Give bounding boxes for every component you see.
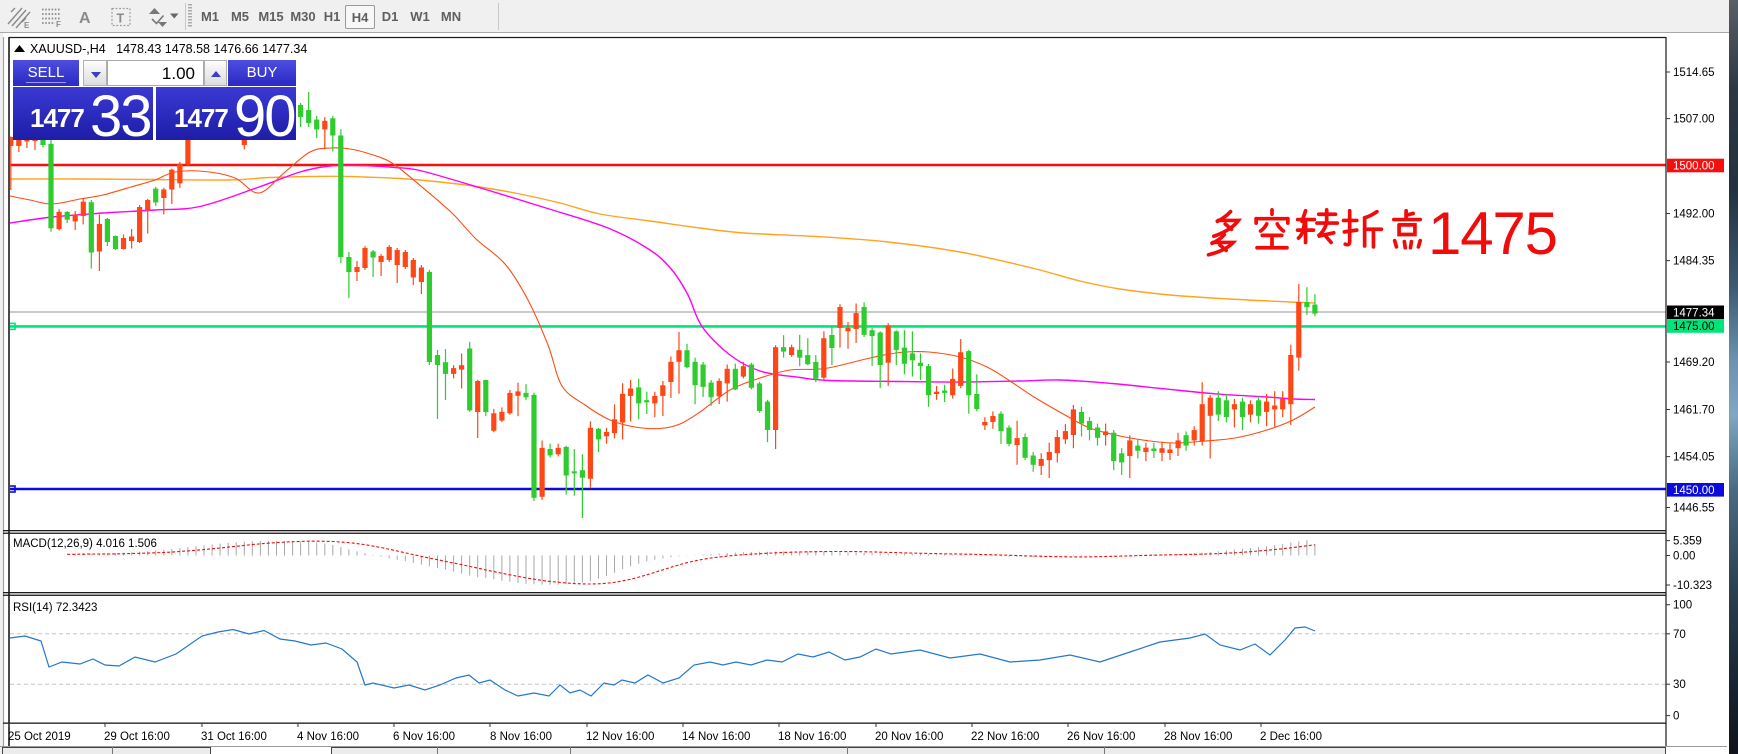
svg-text:1514.65: 1514.65 <box>1673 67 1715 79</box>
svg-text:1475: 1475 <box>1428 200 1558 267</box>
svg-text:14 Nov 16:00: 14 Nov 16:00 <box>682 731 750 743</box>
svg-text:1507.00: 1507.00 <box>1673 114 1715 126</box>
svg-text:100: 100 <box>1673 600 1692 612</box>
svg-text:1469.20: 1469.20 <box>1673 357 1715 369</box>
svg-text:28 Nov 16:00: 28 Nov 16:00 <box>1164 731 1232 743</box>
svg-text:0: 0 <box>1673 711 1679 723</box>
svg-text:1477.34: 1477.34 <box>1673 307 1715 319</box>
svg-text:1454.05: 1454.05 <box>1673 452 1715 464</box>
svg-text:RSI(14) 72.3423: RSI(14) 72.3423 <box>13 602 97 614</box>
svg-text:-10.323: -10.323 <box>1673 580 1712 592</box>
svg-text:25 Oct 2019: 25 Oct 2019 <box>8 731 71 743</box>
svg-text:E: E <box>24 21 30 30</box>
svg-text:70: 70 <box>1673 629 1686 641</box>
svg-text:1500.00: 1500.00 <box>1673 161 1715 173</box>
svg-text:F: F <box>56 20 61 29</box>
svg-text:1484.35: 1484.35 <box>1673 256 1715 268</box>
svg-text:12 Nov 16:00: 12 Nov 16:00 <box>586 731 654 743</box>
svg-text:1446.55: 1446.55 <box>1673 503 1715 515</box>
svg-text:T: T <box>117 12 125 26</box>
svg-text:1450.00: 1450.00 <box>1673 485 1715 497</box>
svg-text:31 Oct 16:00: 31 Oct 16:00 <box>201 731 267 743</box>
svg-text:1475.00: 1475.00 <box>1673 321 1715 333</box>
svg-text:30: 30 <box>1673 679 1686 691</box>
svg-text:5.359: 5.359 <box>1673 536 1702 548</box>
svg-text:8 Nov 16:00: 8 Nov 16:00 <box>490 731 552 743</box>
svg-text:26 Nov 16:00: 26 Nov 16:00 <box>1067 731 1135 743</box>
svg-text:6 Nov 16:00: 6 Nov 16:00 <box>393 731 455 743</box>
svg-text:0.00: 0.00 <box>1673 551 1695 563</box>
svg-text:A: A <box>79 10 91 27</box>
svg-text:1461.70: 1461.70 <box>1673 405 1715 417</box>
svg-text:4 Nov 16:00: 4 Nov 16:00 <box>297 731 359 743</box>
svg-text:XAUUSD-,H4 1478.43 1478.58 1: XAUUSD-,H4 1478.43 1478.58 1476.66 1477.… <box>30 42 307 56</box>
svg-text:29 Oct 16:00: 29 Oct 16:00 <box>104 731 170 743</box>
svg-text:18 Nov 16:00: 18 Nov 16:00 <box>778 731 846 743</box>
svg-text:MACD(12,26,9) 4.016 1.506: MACD(12,26,9) 4.016 1.506 <box>13 538 157 550</box>
svg-text:1492.00: 1492.00 <box>1673 209 1715 221</box>
svg-text:20 Nov 16:00: 20 Nov 16:00 <box>875 731 943 743</box>
svg-text:2 Dec 16:00: 2 Dec 16:00 <box>1260 731 1322 743</box>
svg-text:22 Nov 16:00: 22 Nov 16:00 <box>971 731 1039 743</box>
